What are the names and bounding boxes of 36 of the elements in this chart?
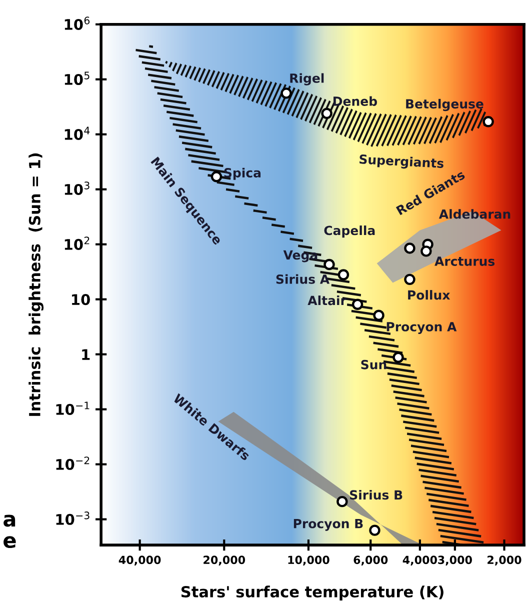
y-tick-label: 10$^{−1}$ bbox=[56, 402, 90, 415]
y-tick-label: 10 bbox=[72, 294, 90, 306]
annotation: Betelgeuse bbox=[406, 98, 484, 112]
y-tick-label: 10$^{5}$ bbox=[64, 72, 90, 85]
annotation: Pollux bbox=[408, 290, 450, 300]
x-tick-label: 3,000 bbox=[438, 556, 472, 566]
annotation: Altair bbox=[308, 296, 346, 306]
y-tick-label: 10$^{−2}$ bbox=[56, 456, 90, 470]
x-tick-label: 6,000 bbox=[354, 556, 388, 566]
annotation: Rigel bbox=[290, 73, 324, 86]
annotation: Supergiants bbox=[359, 154, 444, 171]
x-tick-label: 10,000 bbox=[288, 556, 330, 566]
annotation: Arcturus bbox=[434, 256, 495, 266]
y-tick-label: 1 bbox=[82, 349, 90, 360]
x-tick-label: 4,000 bbox=[402, 556, 437, 566]
x-tick-label: 2,000 bbox=[488, 556, 522, 566]
y-tick-label: 10$^{2}$ bbox=[64, 236, 90, 250]
annotation: Aldebaran bbox=[438, 209, 510, 219]
annotation: Procyon A bbox=[386, 322, 457, 334]
annotation: Deneb bbox=[334, 96, 377, 106]
annotation: Sirius B bbox=[350, 490, 402, 500]
y-tick-label: 10$^{6}$ bbox=[64, 16, 90, 30]
annotation: Procyon B bbox=[294, 519, 363, 531]
annotation: Sun bbox=[361, 360, 386, 370]
x-axis-title: Stars' surface temperature (K) bbox=[181, 586, 444, 600]
text: a bbox=[4, 514, 16, 527]
y-tick-label: 10$^{4}$ bbox=[64, 126, 90, 140]
annotation: Sirius A bbox=[276, 274, 330, 284]
y-tick-label: 10$^{−3}$ bbox=[56, 512, 90, 525]
annotation: Capella bbox=[324, 225, 375, 238]
y-tick-label: 10$^{3}$ bbox=[64, 182, 90, 195]
x-tick-label: 40,000 bbox=[118, 556, 161, 566]
text: e bbox=[4, 536, 16, 548]
y-axis-title: Intrinsic brightness (Sun = 1) bbox=[28, 153, 44, 416]
x-tick-label: 20,000 bbox=[204, 556, 246, 566]
annotation: Spica bbox=[224, 168, 261, 180]
